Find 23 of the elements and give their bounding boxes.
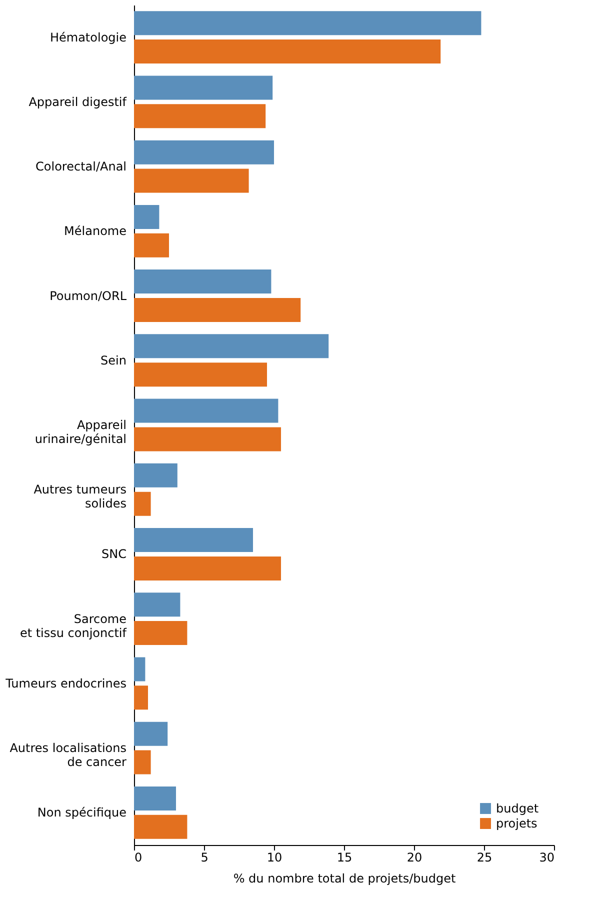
x-tick-label: 20 [406,850,422,864]
legend-label: budget [496,802,539,816]
y-tick-label: SNC [102,547,126,562]
y-tick-label: Sein [100,353,126,368]
x-tick-label: 5 [200,850,208,864]
x-tick-label: 25 [476,850,492,864]
y-tick-label: Non spécifique [37,806,126,820]
y-tick-label: Mélanome [64,224,126,238]
y-tick-label: Autres tumeurs solides [34,482,126,511]
y-tick-label: Sarcome et tissu conjonctif [20,612,128,640]
x-tick-label: 30 [539,850,554,864]
y-tick-label: Colorectal/Anal [36,160,126,174]
x-tick-label: 10 [266,850,282,864]
y-tick-label: Autres localisations de cancer [10,741,127,770]
y-tick-label: Tumeurs endocrines [4,676,126,690]
x-tick-label: 0 [134,850,142,864]
x-tick-label: 15 [336,850,352,864]
y-tick-label: Appareil urinaire/génital [34,418,126,446]
y-tick-label: Poumon/ORL [50,288,127,303]
x-axis-title: % du nombre total de projets/budget [233,872,456,886]
legend-label: projets [496,816,538,830]
y-tick-label: Appareil digestif [28,94,128,109]
y-tick-label: Hématologie [50,30,126,44]
